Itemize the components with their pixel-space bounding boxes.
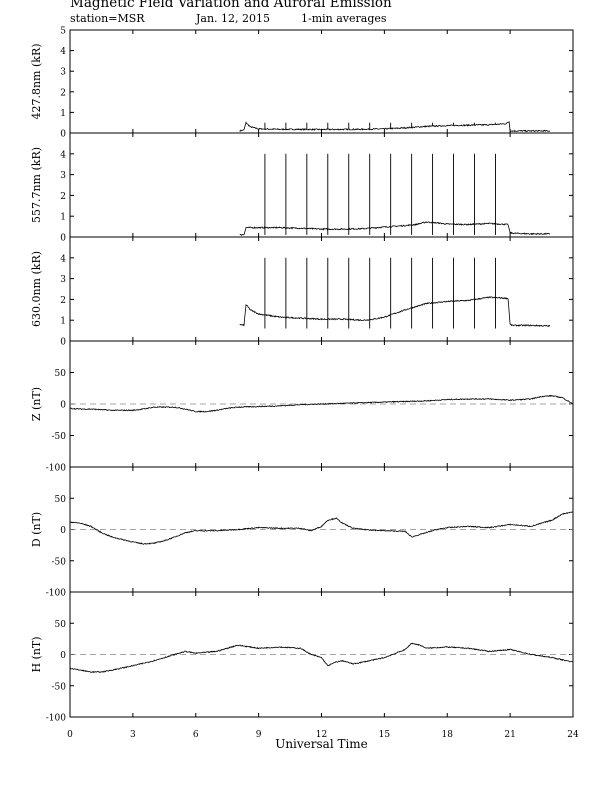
trace-line-3 [239, 296, 551, 328]
panel-frame-1 [69, 29, 574, 134]
x-tick-label: 12 [316, 730, 327, 740]
y-tick-label: 1 [60, 213, 66, 223]
trace-line-6 [69, 642, 574, 674]
y-tick-label: 4 [60, 47, 66, 57]
trace-line-1 [239, 121, 551, 133]
y-axis-label-4: Z (nT) [30, 387, 43, 421]
y-tick-label: -100 [46, 589, 66, 599]
y-tick-label: 3 [60, 171, 66, 181]
x-tick-label: 24 [567, 730, 579, 740]
x-axis-label: Universal Time [275, 737, 368, 751]
y-tick-label: -100 [46, 714, 66, 724]
y-axis-label-3: 630.0nm (kR) [30, 251, 43, 327]
y-tick-label: 50 [55, 495, 67, 505]
y-tick-label: 2 [60, 88, 66, 98]
station-label: station=MSR [70, 12, 145, 25]
y-tick-label: 50 [55, 369, 67, 379]
trace-line-2 [239, 221, 551, 236]
x-tick-label: 3 [130, 730, 136, 740]
y-axis-label-2: 557.7nm (kR) [30, 147, 43, 223]
x-tick-label: 21 [504, 730, 515, 740]
y-tick-label: 1 [60, 109, 66, 119]
y-tick-label: 0 [60, 130, 66, 140]
y-axis-label-1: 427.8nm (kR) [30, 43, 43, 119]
y-tick-label: 4 [60, 254, 66, 264]
date-label: Jan. 12, 2015 [196, 12, 271, 25]
x-tick-label: 9 [256, 730, 262, 740]
x-tick-label: 18 [442, 730, 454, 740]
y-tick-label: 2 [60, 296, 66, 306]
y-tick-label: 4 [60, 150, 66, 160]
x-tick-label: 6 [193, 730, 199, 740]
y-tick-label: 0 [60, 338, 66, 348]
trace-line-5 [69, 511, 574, 545]
y-tick-label: 0 [60, 526, 66, 536]
figure-title: Magnetic Field Variation and Auroral Emi… [70, 0, 392, 11]
x-tick-label: 0 [67, 730, 73, 740]
y-axis-label-6: H (nT) [30, 636, 43, 672]
y-tick-label: 0 [60, 651, 66, 661]
y-tick-label: 5 [60, 27, 66, 37]
y-tick-label: 50 [55, 620, 67, 630]
trace-line-4 [69, 394, 574, 413]
y-tick-label: 3 [60, 68, 66, 78]
y-tick-label: 2 [60, 192, 66, 202]
panel-frame-3 [69, 236, 574, 342]
y-tick-label: -50 [52, 557, 67, 567]
averaging-label: 1-min averages [301, 12, 387, 25]
y-tick-label: 0 [60, 234, 66, 244]
y-tick-label: -50 [52, 682, 67, 692]
panel-frame-2 [69, 132, 574, 238]
x-tick-label: 15 [379, 730, 391, 740]
y-tick-label: 0 [60, 401, 66, 411]
y-tick-label: -100 [46, 464, 66, 474]
y-tick-label: -50 [52, 432, 67, 442]
y-axis-label-5: D (nT) [30, 512, 43, 547]
y-tick-label: 3 [60, 275, 66, 285]
y-tick-label: 1 [60, 317, 66, 327]
